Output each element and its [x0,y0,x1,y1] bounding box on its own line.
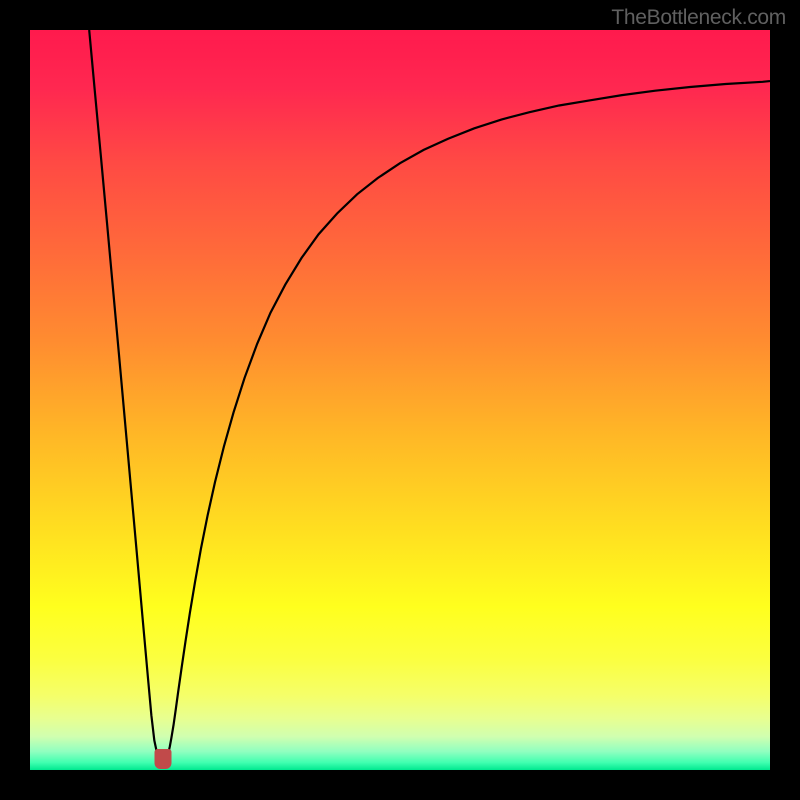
curve-line [89,30,770,763]
optimal-marker [155,749,172,769]
watermark-text: TheBottleneck.com [611,6,786,30]
plot-area [30,30,770,770]
bottleneck-curve [30,30,770,770]
chart-container: TheBottleneck.com [0,0,800,800]
